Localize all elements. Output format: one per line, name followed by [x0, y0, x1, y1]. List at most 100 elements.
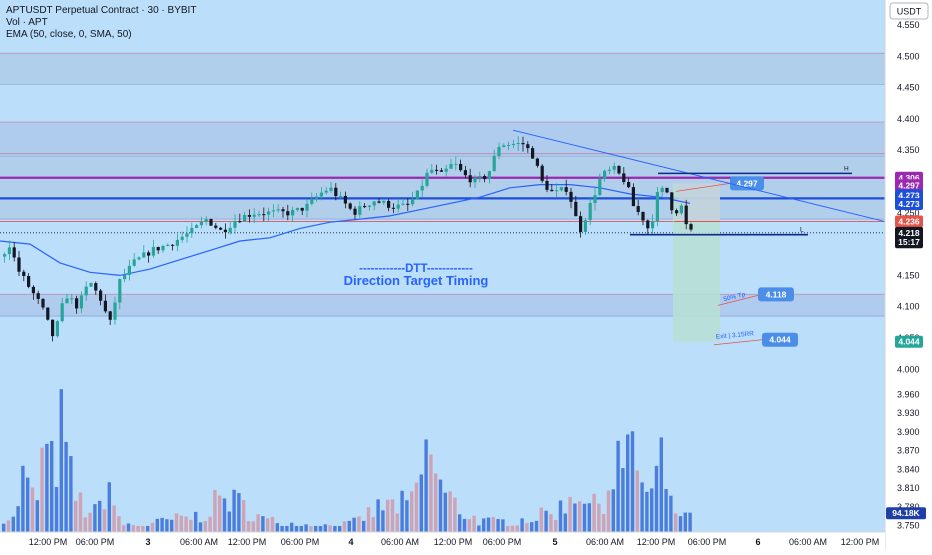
candle-body — [516, 143, 520, 145]
candle-body — [363, 206, 367, 208]
volume-bar — [35, 500, 39, 532]
candle-body — [358, 206, 362, 215]
volume-bar — [246, 521, 251, 532]
candle-body — [175, 239, 179, 246]
volume-bar — [443, 492, 447, 532]
plot-area[interactable] — [0, 0, 885, 532]
candle-body — [607, 169, 611, 171]
time-axis[interactable]: 12:00 PM 06:00 PM 3 06:00 AM 12:00 PM 06:00 P… — [0, 531, 885, 550]
volume-bar — [410, 491, 414, 532]
volume-bar — [112, 505, 116, 532]
candle-body — [94, 283, 98, 291]
volume-bar — [352, 517, 356, 532]
price-badges: 4.3064.2974.2734.2734.2364.21815:174.044… — [886, 171, 926, 520]
volume-bar — [621, 468, 625, 532]
candle-body — [84, 286, 88, 296]
currency-button[interactable] — [889, 2, 929, 20]
volume-bar — [462, 518, 467, 532]
candle-body — [473, 177, 477, 183]
volume-bar — [280, 526, 284, 532]
candle-body — [238, 221, 242, 223]
candle-body — [79, 295, 83, 309]
volume-bar — [294, 526, 299, 532]
volume-bar — [434, 473, 438, 532]
candle-body — [252, 214, 256, 217]
y-tick-label: 4.000 — [897, 364, 920, 374]
candle-body — [334, 187, 338, 197]
candle-body — [12, 247, 16, 258]
volume-bar — [554, 520, 558, 532]
candle-body — [372, 201, 376, 206]
zone-band — [0, 53, 885, 85]
volume-bar — [520, 518, 524, 532]
y-tick-label: 4.250 — [897, 208, 920, 218]
candle-body — [420, 185, 424, 191]
volume-bar — [419, 474, 423, 532]
y-tick-label: 3.900 — [897, 427, 920, 437]
volume-bar — [309, 526, 313, 532]
candle-body — [300, 207, 304, 211]
candle-body — [214, 225, 218, 228]
volume-bar — [654, 465, 659, 532]
candle-body — [324, 190, 328, 193]
candle-body — [291, 210, 295, 216]
volume-indicator-label: Vol · APT — [6, 17, 48, 28]
volume-bar — [323, 524, 327, 532]
candle-body — [132, 259, 136, 266]
x-tick-label: 06:00 PM — [281, 537, 320, 547]
candle-body — [497, 146, 501, 156]
price-axis[interactable]: USDT 4.5504.5004.4504.4004.3504.3004.250… — [884, 0, 932, 550]
volume-bar — [558, 500, 563, 532]
candle-body — [612, 165, 616, 170]
price-badge — [895, 226, 923, 239]
volume-bar — [616, 440, 620, 532]
volume-bar — [26, 477, 30, 532]
price-axis-bg[interactable] — [885, 0, 932, 550]
candle-body — [190, 227, 194, 234]
candle-body — [540, 165, 544, 181]
candle-body — [564, 187, 568, 192]
zones-layer — [0, 52, 885, 317]
candle-body — [99, 290, 103, 301]
volume-bar — [2, 523, 6, 532]
volume-bar — [208, 516, 212, 532]
volume-bar — [429, 454, 433, 532]
candle-body — [233, 221, 237, 228]
volume-bar — [285, 526, 289, 532]
volume-bar — [395, 513, 399, 532]
volume-bar — [146, 525, 150, 532]
y-tick-label: 3.870 — [897, 446, 920, 456]
candle-body — [228, 227, 232, 233]
candle-body — [127, 265, 131, 275]
y-axis-ticks: 4.5504.5004.4504.4004.3504.3004.2504.200… — [897, 20, 920, 531]
dtt-title: ------------DTT------------ — [359, 263, 473, 275]
volume-bar — [261, 516, 265, 532]
x-tick-label: 4 — [348, 537, 353, 547]
x-tick-label: 06:00 PM — [483, 537, 522, 547]
candle-body — [574, 201, 578, 217]
time-axis-bg[interactable] — [0, 532, 885, 550]
volume-bar — [222, 498, 227, 532]
volume-bar — [141, 526, 145, 532]
candle-body — [521, 143, 525, 145]
volume-bar — [362, 520, 366, 532]
candle-body — [665, 187, 669, 193]
candle-body — [579, 216, 583, 232]
candle-body — [411, 199, 415, 205]
x-tick-label: 06:00 AM — [381, 537, 419, 547]
y-tick-label: 3.780 — [897, 502, 920, 512]
candle-body — [569, 191, 573, 202]
volume-bar — [227, 511, 231, 532]
candle-body — [137, 257, 141, 260]
candle-body — [36, 293, 40, 299]
volume-bar — [347, 520, 351, 532]
volume-bar — [592, 493, 596, 532]
candle-body — [180, 236, 184, 240]
candle-body — [51, 319, 55, 337]
candle-body — [17, 257, 21, 272]
candle-body — [382, 200, 386, 203]
candle-body — [617, 165, 621, 174]
candle-body — [598, 179, 602, 196]
